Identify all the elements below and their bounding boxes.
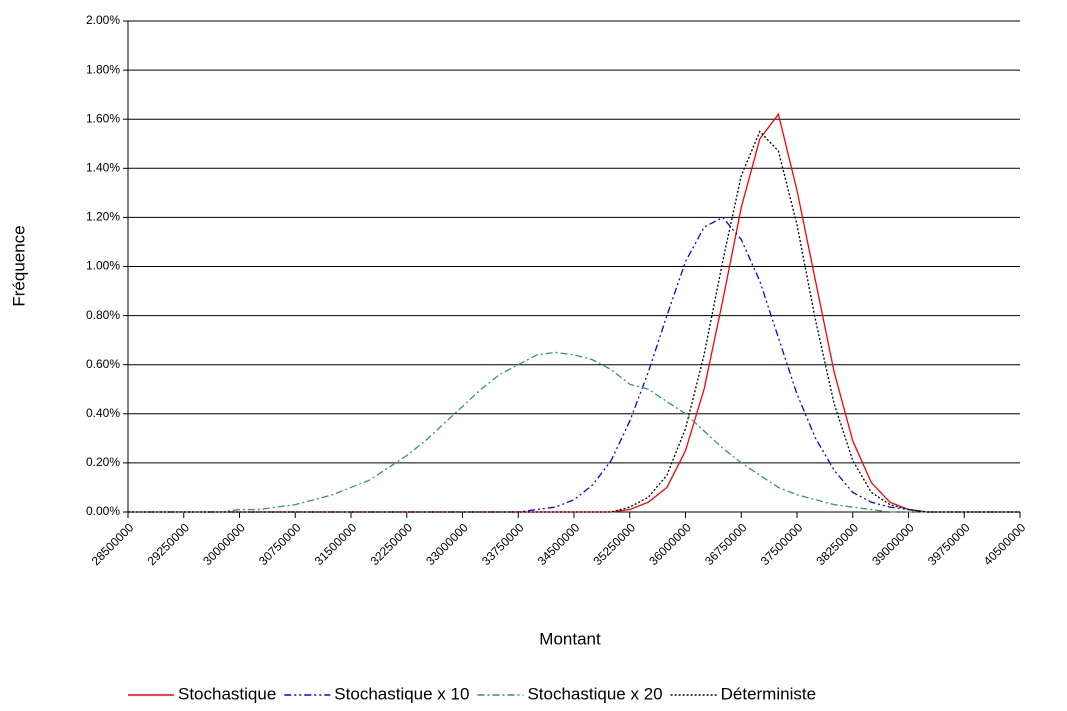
y-tick-label: 1.60% xyxy=(86,111,120,125)
legend-label: Stochastique x 20 xyxy=(527,684,662,703)
x-tick-label: 39750000 xyxy=(925,520,973,568)
y-tick-label: 1.80% xyxy=(86,62,120,76)
x-tick-label: 30000000 xyxy=(200,520,248,568)
series-line xyxy=(128,351,1020,513)
y-tick-label: 0.20% xyxy=(86,455,120,469)
x-tick-label: 33000000 xyxy=(423,520,471,568)
y-tick-label: 0.80% xyxy=(86,308,120,322)
x-axis-title: Montant xyxy=(539,629,601,648)
y-tick-label: 1.00% xyxy=(86,259,120,273)
x-tick-label: 39000000 xyxy=(869,520,917,568)
series-line xyxy=(128,130,1020,513)
x-tick-label: 35250000 xyxy=(590,520,638,568)
x-tick-label: 31500000 xyxy=(312,520,360,568)
x-tick-label: 28500000 xyxy=(89,520,137,568)
y-tick-label: 1.20% xyxy=(86,210,120,224)
x-tick-label: 36000000 xyxy=(646,520,694,568)
legend-label: Déterministe xyxy=(721,684,816,703)
x-tick-label: 30750000 xyxy=(256,520,304,568)
x-tick-label: 36750000 xyxy=(702,520,750,568)
y-tick-label: 0.00% xyxy=(86,504,120,518)
series-line xyxy=(128,112,1020,513)
x-tick-label: 34500000 xyxy=(535,520,583,568)
legend-label: Stochastique xyxy=(178,684,276,703)
y-tick-label: 2.00% xyxy=(86,13,120,27)
x-tick-label: 38250000 xyxy=(813,520,861,568)
y-axis-title: Fréquence xyxy=(9,225,28,306)
x-tick-label: 40500000 xyxy=(981,520,1029,568)
y-tick-label: 0.40% xyxy=(86,406,120,420)
series-line xyxy=(128,216,1020,513)
x-tick-label: 37500000 xyxy=(758,520,806,568)
y-tick-label: 0.60% xyxy=(86,357,120,371)
x-tick-label: 29250000 xyxy=(144,520,192,568)
x-tick-label: 33750000 xyxy=(479,520,527,568)
legend-label: Stochastique x 10 xyxy=(334,684,469,703)
x-tick-label: 32250000 xyxy=(367,520,415,568)
y-tick-label: 1.40% xyxy=(86,160,120,174)
